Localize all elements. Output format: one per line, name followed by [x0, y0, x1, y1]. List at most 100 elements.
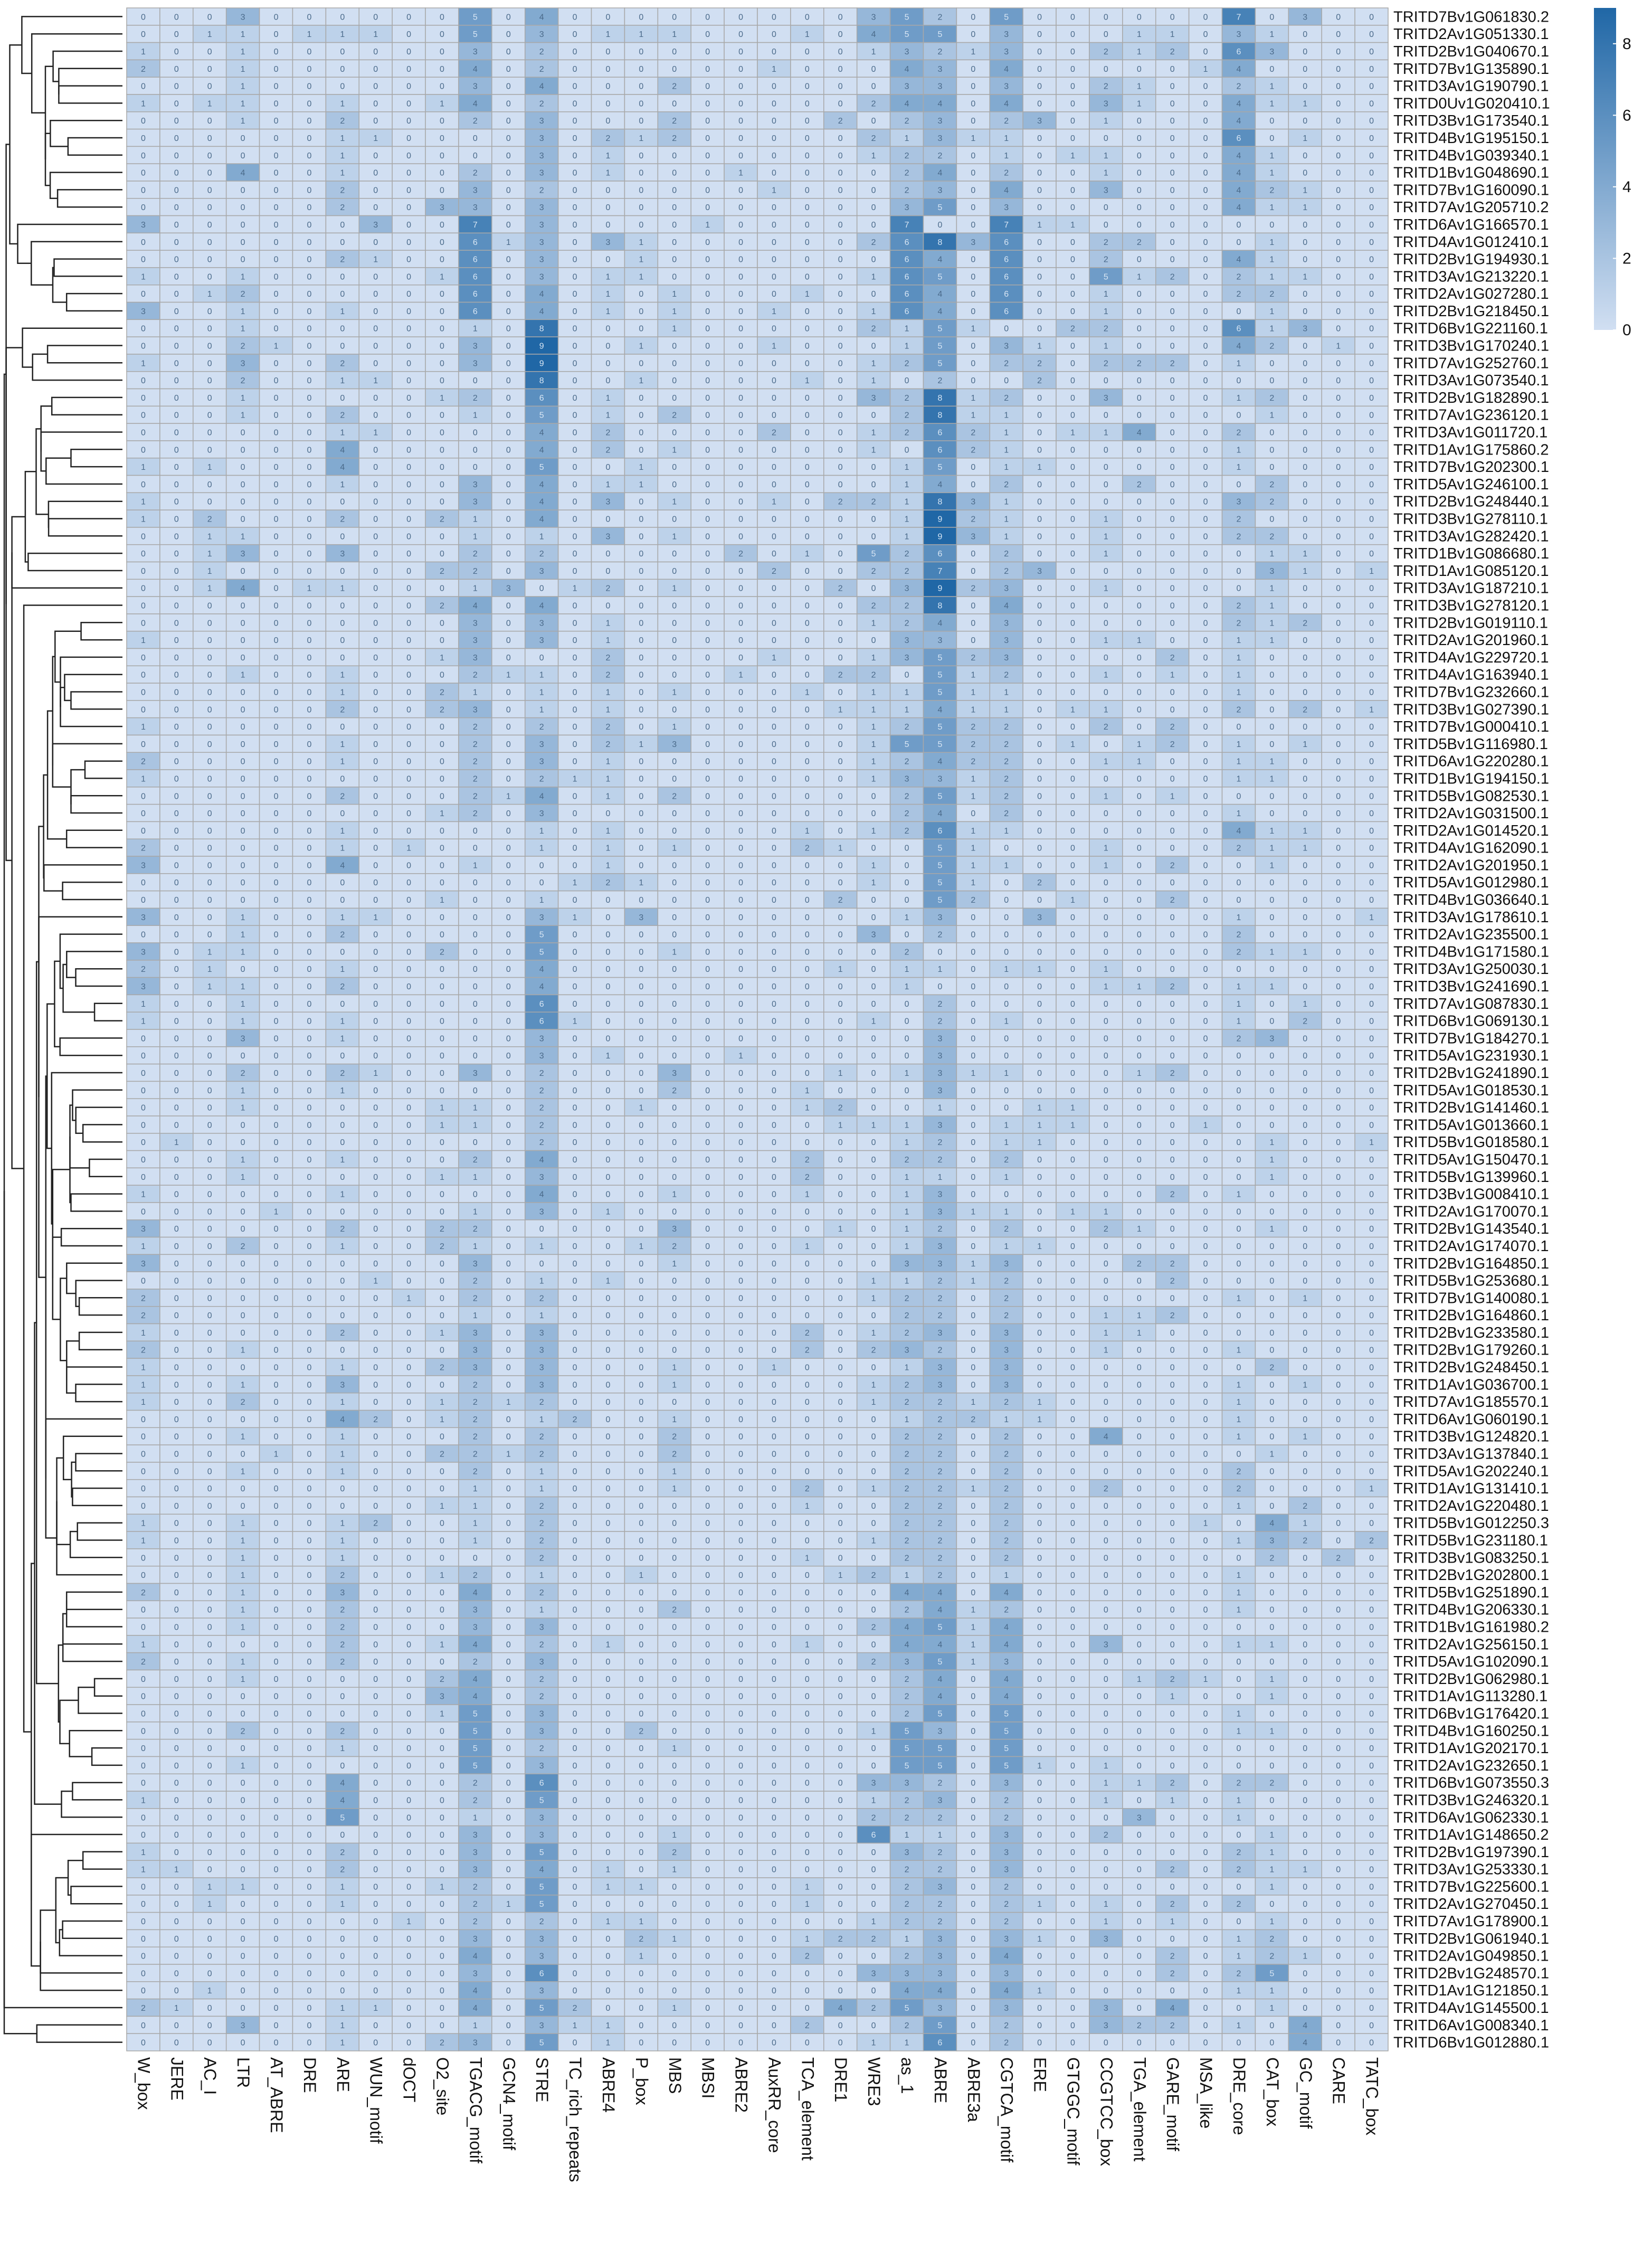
cell-value-label: 2 — [971, 740, 975, 749]
cell-value-label: 0 — [1369, 290, 1374, 299]
cell-value-label: 2 — [473, 758, 478, 767]
cell-value-label: 0 — [606, 1069, 611, 1078]
cell-value-label: 0 — [1203, 550, 1208, 559]
cell-value-label: 0 — [772, 965, 776, 974]
cell-value-label: 1 — [1269, 256, 1274, 264]
cell-value-label: 0 — [871, 186, 876, 195]
cell-value-label: 0 — [274, 965, 279, 974]
cell-value-label: 1 — [1004, 411, 1009, 420]
cell-value-label: 0 — [1070, 1000, 1075, 1009]
cell-value-label: 0 — [1369, 827, 1374, 836]
cell-value-label: 0 — [805, 152, 810, 160]
cell-value-label: 0 — [705, 359, 710, 368]
cell-value-label: 1 — [838, 844, 843, 853]
cell-value-label: 2 — [1004, 671, 1009, 680]
cell-value-label: 0 — [738, 65, 743, 74]
cell-value-label: 0 — [506, 619, 511, 628]
cell-value-label: 0 — [805, 1017, 810, 1026]
cell-value-label: 0 — [1070, 256, 1075, 264]
cell-value-label: 0 — [373, 774, 378, 783]
cell-value-label: 0 — [1137, 1017, 1142, 1026]
cell-value-label: 0 — [738, 931, 743, 940]
cell-value-label: 0 — [1037, 1034, 1042, 1043]
cell-value-label: 0 — [340, 878, 345, 887]
cell-value-label: 0 — [1336, 532, 1341, 541]
cell-value-label: 0 — [871, 342, 876, 351]
cell-value-label: 0 — [705, 307, 710, 316]
cell-value-label: 0 — [971, 601, 975, 610]
heatmap-cell — [392, 198, 426, 216]
cell-value-label: 0 — [373, 1121, 378, 1130]
cell-value-label: 0 — [738, 1138, 743, 1147]
cell-value-label: 0 — [506, 878, 511, 887]
cell-value-label: 0 — [241, 515, 245, 524]
cell-value-label: 0 — [672, 931, 677, 940]
cell-value-label: 0 — [174, 13, 179, 22]
cell-value-label: 0 — [406, 30, 411, 39]
cell-value-label: 0 — [1137, 446, 1142, 455]
cell-value-label: 1 — [805, 827, 810, 836]
heatmap-cell — [557, 59, 592, 78]
cell-value-label: 0 — [506, 30, 511, 39]
cell-value-label: 1 — [473, 861, 478, 870]
cell-value-label: 2 — [1237, 931, 1241, 940]
cell-value-label: 0 — [1369, 152, 1374, 160]
cell-value-label: 0 — [307, 1000, 311, 1009]
cell-value-label: 0 — [440, 82, 444, 91]
cell-value-label: 1 — [672, 948, 677, 957]
cell-value-label: 1 — [905, 325, 909, 334]
cell-value-label: 0 — [838, 809, 843, 818]
heatmap-cell — [491, 7, 526, 26]
cell-value-label: 1 — [1070, 740, 1075, 749]
cell-value-label: 2 — [241, 290, 245, 299]
cell-value-label: 0 — [440, 740, 444, 749]
cell-value-label: 0 — [174, 809, 179, 818]
cell-value-label: 0 — [1203, 99, 1208, 108]
cell-value-label: 0 — [373, 152, 378, 160]
heatmap-cell — [1288, 59, 1322, 78]
cell-value-label: 0 — [805, 117, 810, 126]
cell-value-label: 0 — [772, 82, 776, 91]
cell-value-label: 0 — [1170, 619, 1175, 628]
cell-value-label: 0 — [406, 601, 411, 610]
cell-value-label: 1 — [1269, 30, 1274, 39]
cell-value-label: 2 — [440, 948, 444, 957]
cell-value-label: 0 — [1104, 1000, 1108, 1009]
cell-value-label: 0 — [1104, 1017, 1108, 1026]
cell-value-label: 0 — [406, 307, 411, 316]
heatmap-cell — [259, 94, 293, 112]
cell-value-label: 0 — [1203, 740, 1208, 749]
cell-value-label: 6 — [473, 307, 478, 316]
cell-value-label: 0 — [174, 878, 179, 887]
cell-value-label: 0 — [1203, 913, 1208, 922]
cell-value-label: 1 — [573, 878, 577, 887]
cell-value-label: 0 — [1269, 965, 1274, 974]
cell-value-label: 0 — [141, 878, 146, 887]
cell-value-label: 0 — [241, 134, 245, 143]
cell-value-label: 0 — [705, 740, 710, 749]
cell-value-label: 2 — [606, 878, 611, 887]
heatmap-cell — [1089, 25, 1123, 43]
cell-value-label: 0 — [373, 654, 378, 663]
cell-value-label: 0 — [207, 238, 212, 247]
cell-value-label: 1 — [340, 429, 345, 438]
cell-value-label: 0 — [705, 896, 710, 905]
cell-value-label: 9 — [539, 342, 544, 351]
cell-value-label: 1 — [1137, 740, 1142, 749]
cell-value-label: 0 — [1037, 584, 1042, 593]
cell-value-label: 0 — [473, 429, 478, 438]
cell-value-label: 1 — [241, 1000, 245, 1009]
cell-value-label: 0 — [871, 636, 876, 645]
cell-value-label: 3 — [937, 117, 942, 126]
cell-value-label: 0 — [174, 65, 179, 74]
cell-value-label: 3 — [440, 203, 444, 212]
cell-value-label: 0 — [1037, 532, 1042, 541]
cell-value-label: 0 — [373, 203, 378, 212]
cell-value-label: 0 — [738, 429, 743, 438]
cell-value-label: 0 — [573, 498, 577, 507]
cell-value-label: 0 — [207, 307, 212, 316]
cell-value-label: 0 — [340, 221, 345, 230]
cell-value-label: 0 — [174, 931, 179, 940]
cell-value-label: 0 — [573, 844, 577, 853]
heatmap-cell — [159, 42, 194, 61]
